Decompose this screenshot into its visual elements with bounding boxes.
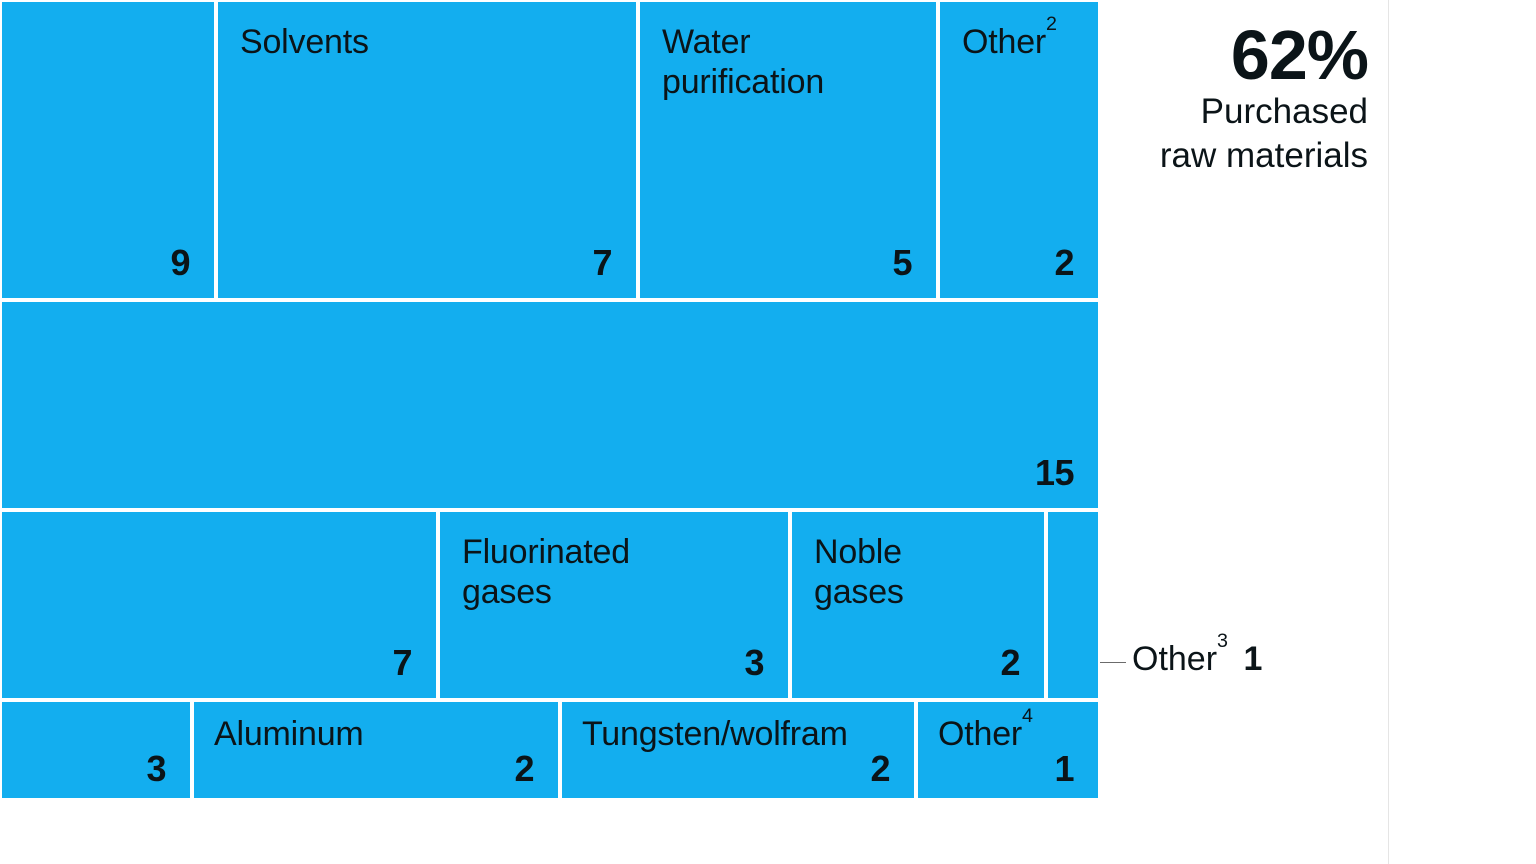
headline-sub-2: raw materials	[1118, 134, 1368, 178]
treemap-cell-label: Aluminum	[214, 714, 364, 754]
headline-percentage: 62%	[1118, 20, 1368, 90]
treemap-cell: 15	[0, 300, 1100, 510]
treemap-cell-value: 2	[1000, 642, 1020, 684]
treemap-cell: Other4 1	[916, 700, 1100, 800]
annotation-leader-line	[1100, 662, 1126, 663]
treemap-cell-value: 15	[1035, 452, 1074, 494]
treemap-cell-value: 2	[1054, 242, 1074, 284]
treemap-cell: Fluorinatedgases 3	[438, 510, 790, 700]
treemap-cell: Aluminum 2	[192, 700, 560, 800]
treemap-cell-label: Tungsten/wolfram	[582, 714, 848, 754]
treemap-cell-value: 2	[514, 748, 534, 790]
treemap-cell-sup: 2	[1046, 13, 1057, 35]
treemap-cell-value: 5	[892, 242, 912, 284]
treemap-cell: Solvents 7	[216, 0, 638, 300]
treemap-cell-value: 1	[1054, 748, 1074, 790]
external-annotation: Other3 1	[1132, 640, 1262, 679]
treemap-cell: Other22	[938, 0, 1100, 300]
treemap-cell: Noblegases 2	[790, 510, 1046, 700]
stage: 9Solvents7Waterpurification5Other22157Fl…	[0, 0, 1536, 864]
treemap-cell: Waterpurification 5	[638, 0, 938, 300]
treemap-cell-value: 3	[146, 748, 166, 790]
treemap: 9Solvents7Waterpurification5Other22157Fl…	[0, 0, 1100, 800]
treemap-cell: 7	[0, 510, 438, 700]
headline-sub-1: Purchased	[1118, 90, 1368, 134]
right-vertical-divider	[1388, 0, 1389, 864]
treemap-cell	[1046, 510, 1100, 700]
treemap-cell: 3	[0, 700, 192, 800]
treemap-cell-label: Other2	[962, 22, 1057, 62]
treemap-cell-label: Noblegases	[814, 532, 904, 612]
treemap-cell-value: 2	[870, 748, 890, 790]
treemap-cell-sup: 4	[1022, 705, 1033, 727]
treemap-cell-label: Solvents	[240, 22, 369, 62]
treemap-cell-value: 7	[392, 642, 412, 684]
treemap-cell-value: 3	[744, 642, 764, 684]
external-annotation-label: Other	[1132, 640, 1217, 678]
headline-callout: 62% Purchased raw materials	[1118, 20, 1368, 178]
treemap-cell-value: 9	[170, 242, 190, 284]
external-annotation-value: 1	[1243, 640, 1262, 678]
treemap-cell-value: 7	[592, 242, 612, 284]
treemap-cell-label: Waterpurification	[662, 22, 824, 102]
treemap-cell-label: Fluorinatedgases	[462, 532, 630, 612]
treemap-cell: Tungsten/wolfram 2	[560, 700, 916, 800]
external-annotation-sup: 3	[1217, 630, 1228, 652]
treemap-cell-label: Other4	[938, 714, 1033, 754]
treemap-cell: 9	[0, 0, 216, 300]
